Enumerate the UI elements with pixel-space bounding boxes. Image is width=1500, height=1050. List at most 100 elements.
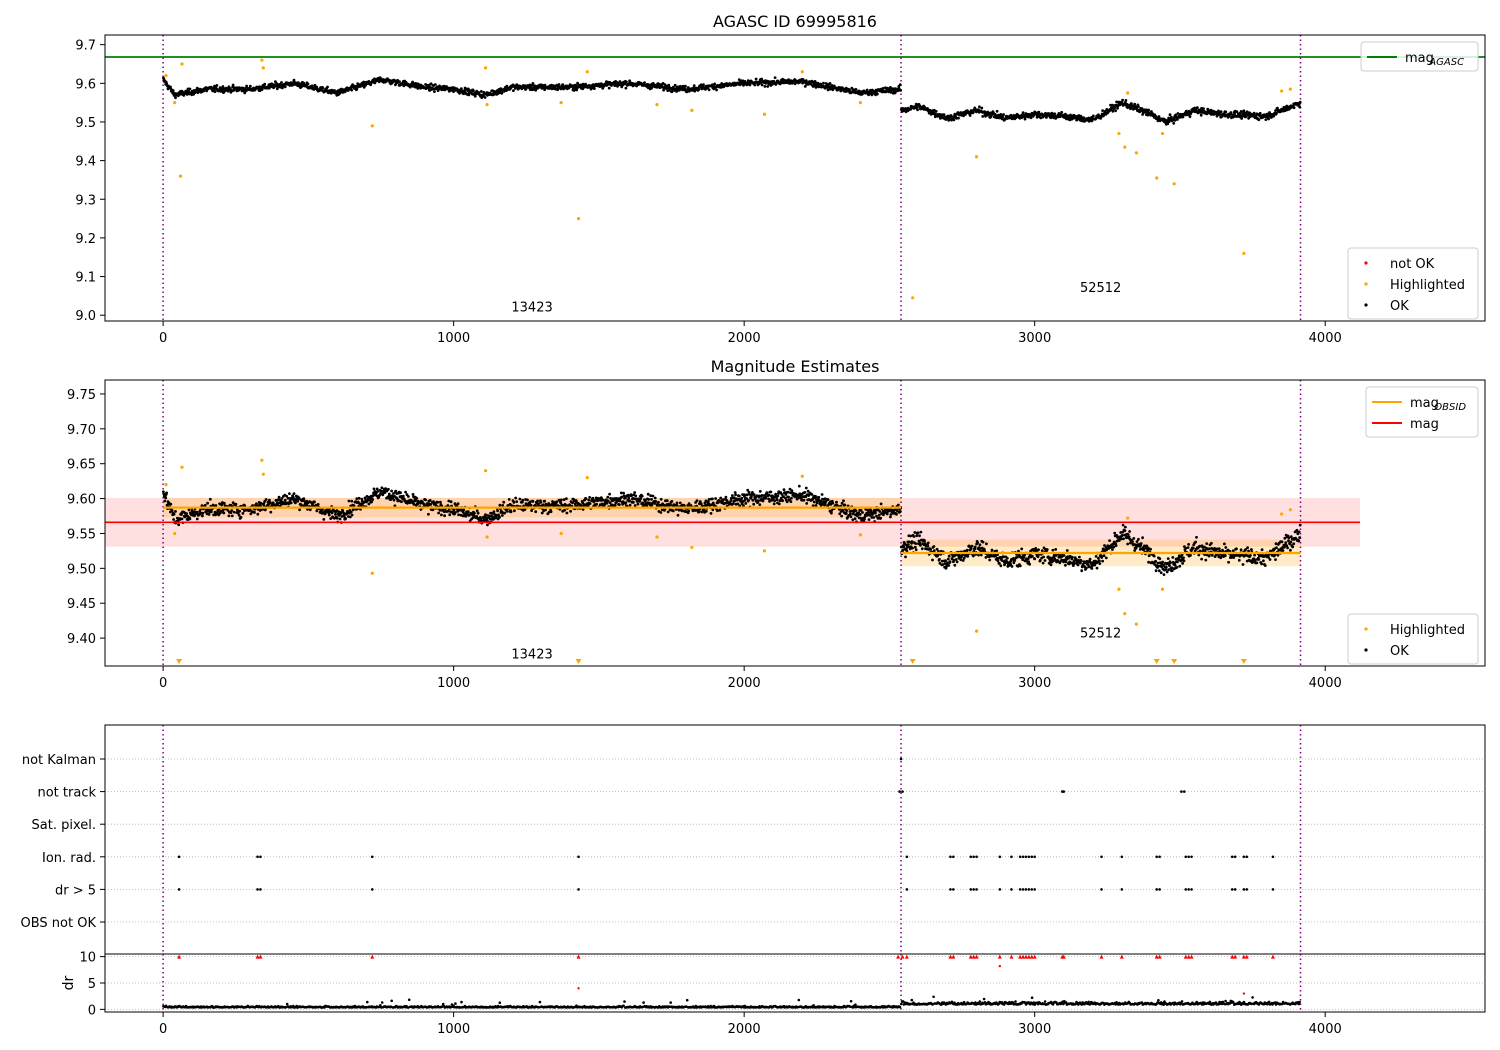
ok-point <box>438 508 442 512</box>
ok-point <box>923 539 926 543</box>
ok-point <box>187 508 191 512</box>
ok-point <box>1196 106 1199 110</box>
ok-point <box>1048 556 1052 560</box>
ok-point <box>1210 554 1214 557</box>
ok-point <box>1244 548 1248 551</box>
ok-point <box>1289 540 1293 544</box>
ok-point <box>913 545 917 549</box>
ok-point <box>316 503 320 506</box>
ok-point <box>1268 558 1272 561</box>
highlighted-point <box>911 296 915 300</box>
highlighted-point <box>762 112 767 116</box>
ok-point <box>868 513 872 517</box>
ok-point <box>797 484 801 488</box>
ok-point <box>941 563 945 566</box>
ok-point <box>1198 544 1202 548</box>
ok-point <box>1025 559 1028 563</box>
ok-point <box>944 559 947 563</box>
ok-point <box>702 508 706 511</box>
ok-point <box>998 562 1001 565</box>
ok-point <box>885 512 889 516</box>
ok-point <box>1041 561 1045 565</box>
ok-point <box>1298 536 1302 539</box>
ok-point <box>1065 549 1069 552</box>
y-tick-label: 9.1 <box>75 271 96 286</box>
ok-point <box>209 510 213 514</box>
ok-point <box>393 504 397 508</box>
ok-point <box>1126 533 1130 536</box>
ok-point <box>1067 556 1071 560</box>
ok-point <box>957 116 960 120</box>
ok-point <box>530 509 533 512</box>
ok-point <box>1286 546 1289 550</box>
ok-point <box>1274 542 1278 546</box>
ok-point <box>335 516 339 520</box>
ok-point <box>446 509 450 513</box>
ok-point <box>1128 530 1131 533</box>
ok-point <box>1009 562 1012 566</box>
ok-point <box>1005 556 1009 560</box>
ok-point <box>830 511 833 515</box>
ok-point <box>1264 118 1268 121</box>
ok-point <box>803 85 807 88</box>
ok-point <box>978 543 982 547</box>
ok-point <box>853 517 857 521</box>
ok-point <box>665 499 669 503</box>
ok-point <box>412 503 416 506</box>
ok-point <box>363 496 367 500</box>
ok-point <box>932 545 936 548</box>
ok-point <box>1176 112 1180 115</box>
ok-point <box>978 105 981 109</box>
ok-point <box>618 499 622 503</box>
ok-point <box>389 498 393 501</box>
ok-point <box>349 510 353 514</box>
ok-point <box>392 492 395 495</box>
ok-point <box>595 502 598 506</box>
ok-point <box>268 498 271 502</box>
ok-point <box>436 500 440 504</box>
ok-point <box>909 107 912 111</box>
obsid-label: 13423 <box>511 300 552 315</box>
ok-point <box>437 511 440 515</box>
ok-point <box>561 83 565 87</box>
ok-point <box>698 500 702 503</box>
ok-point <box>811 504 815 508</box>
ok-point <box>1098 559 1101 563</box>
ok-point <box>889 513 893 516</box>
ok-point <box>436 89 440 92</box>
ok-point <box>1108 539 1111 542</box>
ok-point <box>822 81 825 85</box>
ok-point <box>650 498 653 501</box>
ok-point <box>804 495 808 499</box>
ok-point <box>752 502 756 506</box>
ok-point <box>1233 112 1236 115</box>
ok-point <box>232 510 236 514</box>
ok-point <box>854 88 858 91</box>
ok-point <box>912 535 916 538</box>
ok-point <box>164 496 168 500</box>
ok-point <box>1170 566 1174 570</box>
highlighted-point <box>585 476 589 480</box>
ok-point <box>983 548 986 552</box>
ok-point <box>238 509 242 513</box>
ok-point <box>826 88 830 92</box>
ok-point <box>699 502 703 506</box>
ok-point <box>919 543 922 547</box>
ok-point <box>814 504 818 507</box>
ok-point <box>718 508 722 512</box>
ok-point <box>1114 544 1118 547</box>
agasc-plot-title: AGASC ID 69995816 <box>713 12 877 31</box>
ok-point <box>188 517 192 521</box>
ok-point <box>1130 102 1133 105</box>
ok-point <box>746 488 750 492</box>
ok-point <box>367 502 371 506</box>
highlighted-point <box>559 531 563 536</box>
ok-point <box>338 517 342 521</box>
ok-point <box>787 495 790 499</box>
ok-point <box>569 509 572 513</box>
ok-point <box>1197 553 1201 557</box>
ok-point <box>555 500 559 504</box>
ok-point <box>601 498 605 502</box>
ok-point <box>767 497 770 501</box>
ok-point <box>981 115 985 118</box>
